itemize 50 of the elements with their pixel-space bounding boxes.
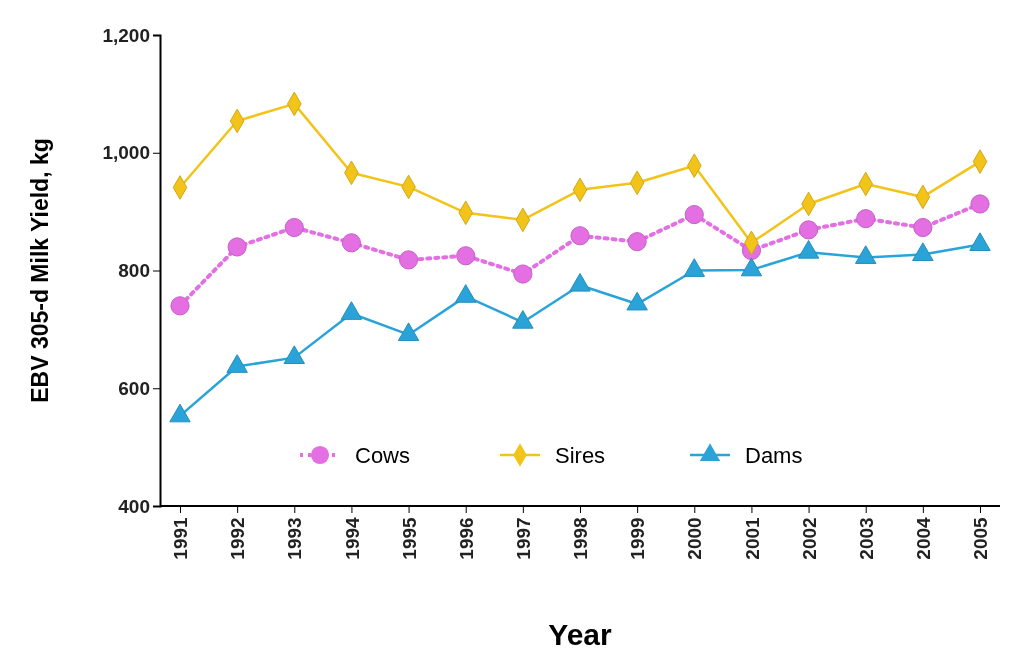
point xyxy=(455,284,477,303)
point xyxy=(340,301,363,320)
point xyxy=(798,220,819,240)
x-axis-title: Year xyxy=(548,618,613,651)
y-tick-label: 800 xyxy=(118,260,150,282)
x-tick-label: 1997 xyxy=(513,517,535,560)
point xyxy=(970,194,990,214)
point xyxy=(513,264,533,284)
point xyxy=(569,272,591,292)
x-tick-label: 1999 xyxy=(627,517,649,560)
point xyxy=(512,310,534,329)
x-tick-label: 2004 xyxy=(913,516,935,560)
point xyxy=(226,354,248,373)
x-tick-label: 1998 xyxy=(570,517,592,560)
point xyxy=(856,209,876,229)
y-axis-title: EBV 305-d Milk Yield, kg xyxy=(27,138,53,403)
x-tick-label: 2003 xyxy=(855,517,877,560)
x-tick-label: 1993 xyxy=(284,517,306,560)
y-tick-label: 600 xyxy=(118,377,150,399)
point xyxy=(626,291,648,311)
point xyxy=(170,296,190,316)
point xyxy=(570,226,590,246)
x-tick-label: 2002 xyxy=(798,517,820,560)
legend-label: Sires xyxy=(555,443,606,468)
x-tick-label: 1996 xyxy=(455,517,477,560)
point xyxy=(397,322,420,342)
point xyxy=(283,345,305,365)
x-tick-label: 1994 xyxy=(341,516,363,560)
legend-label: Dams xyxy=(745,443,803,468)
x-tick-label: 2000 xyxy=(684,517,706,560)
x-tick-label: 1995 xyxy=(398,516,420,560)
point xyxy=(227,237,247,257)
point xyxy=(627,232,647,252)
point xyxy=(398,250,419,270)
legend-label: Cows xyxy=(355,443,411,468)
x-tick-label: 2005 xyxy=(970,516,992,560)
y-tick-label: 1,000 xyxy=(102,142,150,164)
point xyxy=(169,403,191,423)
point xyxy=(740,257,763,277)
x-tick-label: 1991 xyxy=(170,516,192,560)
point xyxy=(341,233,362,253)
point xyxy=(456,246,476,266)
x-tick-label: 1992 xyxy=(227,517,249,560)
point xyxy=(683,258,705,277)
y-tick-label: 1,200 xyxy=(102,24,150,46)
y-tick-label: 400 xyxy=(118,495,150,517)
point xyxy=(684,204,704,225)
point xyxy=(913,217,933,238)
x-tick-label: 2001 xyxy=(741,516,763,560)
point xyxy=(284,217,304,238)
